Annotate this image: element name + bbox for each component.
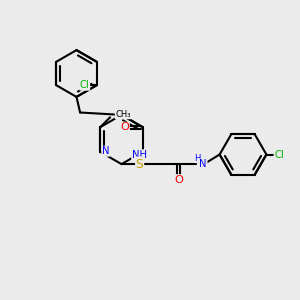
Text: Cl: Cl [80, 80, 90, 90]
Text: H: H [194, 154, 201, 163]
Text: N: N [102, 146, 109, 156]
Text: H: H [136, 157, 142, 166]
Text: O: O [120, 122, 129, 132]
Text: S: S [136, 158, 143, 171]
Text: O: O [174, 175, 183, 185]
Text: CH₃: CH₃ [115, 110, 131, 119]
Text: N: N [200, 159, 207, 169]
Text: Cl: Cl [274, 149, 284, 160]
Text: NH: NH [132, 150, 147, 160]
